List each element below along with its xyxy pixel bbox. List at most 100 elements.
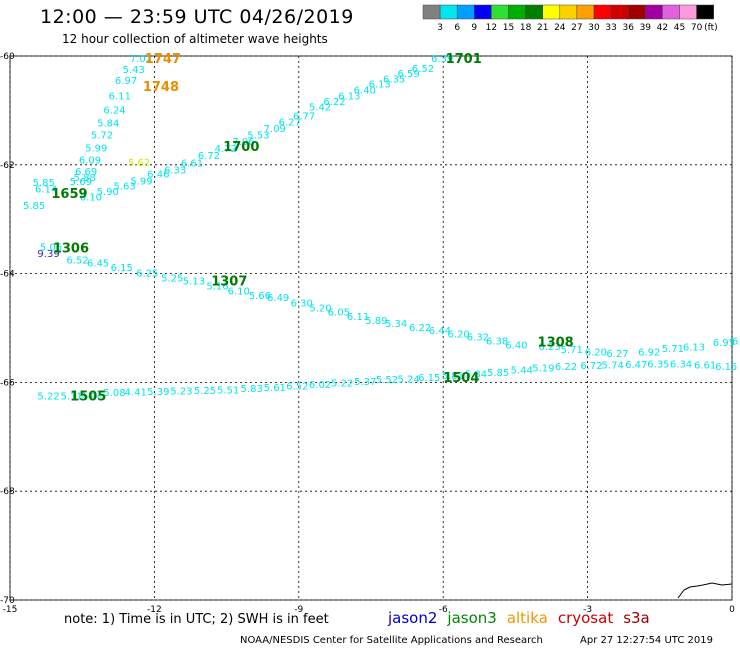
- wave-height-value: 6.33: [164, 166, 186, 177]
- legend-tick: 39: [640, 23, 652, 33]
- wave-height-value: 5.72: [91, 130, 113, 141]
- wave-height-value: 6.25: [136, 269, 158, 280]
- wave-height-value: 5.22: [37, 391, 59, 402]
- wave-height-value: 6.52: [286, 382, 308, 393]
- wave-height-value: 6.15: [418, 373, 440, 384]
- wave-height-value: 6.59: [397, 69, 419, 80]
- wave-height-value: 5.63: [113, 181, 135, 192]
- wave-height-value: 5.66: [249, 291, 271, 302]
- time-label: 1504: [443, 371, 479, 386]
- wave-height-value: 7.06: [232, 137, 254, 148]
- coastline-path: [677, 582, 733, 599]
- lon-label: -12: [147, 605, 162, 615]
- wave-height-value: 6.10: [80, 192, 102, 203]
- legend-swatch: [508, 4, 526, 20]
- wave-height-value: 6.32: [467, 333, 489, 344]
- wave-height-value: 5.89: [365, 316, 387, 327]
- legend-tick: 45: [674, 23, 685, 33]
- legend-tick: 36: [622, 23, 634, 33]
- time-label: 1700: [223, 140, 259, 155]
- satellite-legend-item: cryosat: [557, 609, 614, 627]
- wave-height-value: 5.84: [97, 118, 119, 129]
- lat-label: -66: [0, 378, 15, 388]
- legend-swatch: [645, 4, 663, 20]
- wave-height-value: 5.71: [561, 345, 583, 356]
- footer-note: note: 1) Time is in UTC; 2) SWH is in fe…: [64, 612, 329, 627]
- wave-height-value: 5.11: [61, 391, 83, 402]
- wave-height-value: 5.62: [128, 158, 150, 169]
- wave-height-value: 6.14: [35, 185, 57, 196]
- lon-label: -6: [439, 605, 448, 615]
- wave-height-value: 6.27: [606, 349, 628, 360]
- time-label: 1307: [211, 275, 247, 290]
- legend-tick: 70: [691, 23, 703, 33]
- wave-height-value: 6.24: [103, 105, 125, 116]
- wave-height-value: 5.99: [85, 143, 107, 154]
- wave-height-value: 6.05: [328, 308, 350, 319]
- wave-height-value: 6.13: [369, 80, 391, 91]
- legend-swatch: [422, 4, 441, 20]
- legend-swatch: [627, 4, 646, 20]
- wave-height-value: 6.15: [715, 362, 737, 373]
- wave-height-value: 5.06: [40, 242, 62, 253]
- wave-height-value: 6.52: [66, 255, 88, 266]
- satellite-legend-item: jason3: [447, 609, 497, 627]
- wave-height-value: 5.90: [97, 187, 119, 198]
- wave-height-value: 5.44: [511, 365, 533, 376]
- legend-swatch: [576, 4, 595, 20]
- time-label: 1747: [145, 52, 181, 67]
- wave-height-value: 5.81: [442, 371, 464, 382]
- wave-height-value: 5.53: [247, 130, 269, 141]
- coastline: [677, 582, 733, 599]
- wave-height-value: 5.19: [532, 364, 554, 375]
- legend-swatch: [542, 4, 561, 20]
- footer-credit: NOAA/NESDIS Center for Satellite Applica…: [240, 635, 543, 646]
- wave-height-value: 7.02: [130, 54, 152, 65]
- wave-height-value: 6.95: [713, 338, 735, 349]
- wave-height-value: 4.41: [125, 388, 147, 399]
- wave-height-value: 5.61: [264, 383, 286, 394]
- wave-height-value: 7.09: [264, 124, 286, 135]
- wave-height-value: 5.23: [170, 387, 192, 398]
- wave-height-value: 5.62: [80, 389, 102, 400]
- wave-height-value: 5.34: [385, 319, 407, 330]
- wave-height-value: 6.15: [111, 263, 133, 274]
- legend-swatch: [593, 4, 612, 20]
- wave-height-value: 6.23: [539, 342, 561, 353]
- wave-height-value: 6.30: [291, 298, 313, 309]
- legend-tick: 15: [503, 23, 514, 33]
- wave-height-value: 6.61: [694, 360, 716, 371]
- wave-height-value: 6.13: [683, 342, 705, 353]
- lat-label: -64: [0, 270, 15, 280]
- wave-height-value: 5.99: [130, 177, 152, 188]
- wave-height-value: 5.69: [70, 177, 92, 188]
- satellite-tracks: 7.025.436.976.116.245.845.725.996.096.69…: [23, 54, 740, 402]
- wave-height-value: 6.22: [555, 362, 577, 373]
- lat-lon-grid: -60 -62 -64 -66 -68 -70-15 -12 -9 -6 -3 0: [0, 52, 735, 615]
- legend-tick: 42: [657, 23, 668, 33]
- legend-swatch: [559, 4, 578, 20]
- wave-height-value: 9.39: [37, 249, 59, 260]
- wave-height-value: 6.38: [732, 337, 740, 348]
- wave-height-value: 5.16: [206, 282, 228, 293]
- wave-height-value: 6.69: [75, 167, 97, 178]
- time-label: 1308: [538, 336, 574, 351]
- lon-label: 0: [729, 605, 735, 615]
- time-label: 1505: [70, 389, 106, 404]
- legend-swatch: [491, 4, 509, 20]
- wave-height-value: 6.13: [338, 92, 360, 103]
- wave-height-value: 5.74: [602, 360, 624, 371]
- legend-tick: 6: [454, 23, 460, 33]
- wave-height-value: 5.20: [309, 303, 331, 314]
- wave-height-value: 6.45: [87, 259, 109, 270]
- wave-height-value: 4.72: [215, 144, 237, 155]
- wave-height-value: 6.61: [181, 159, 203, 170]
- wave-height-value: 5.52: [376, 375, 398, 386]
- wave-height-value: 5.08: [103, 388, 125, 399]
- wave-height-value: 6.97: [115, 76, 137, 87]
- legend-tick: 21: [537, 23, 548, 33]
- legend-swatch: [525, 4, 543, 20]
- wave-height-value: 5.85: [33, 178, 55, 189]
- wave-height-value: 6.72: [580, 361, 602, 372]
- wave-height-value: 6.92: [638, 347, 660, 358]
